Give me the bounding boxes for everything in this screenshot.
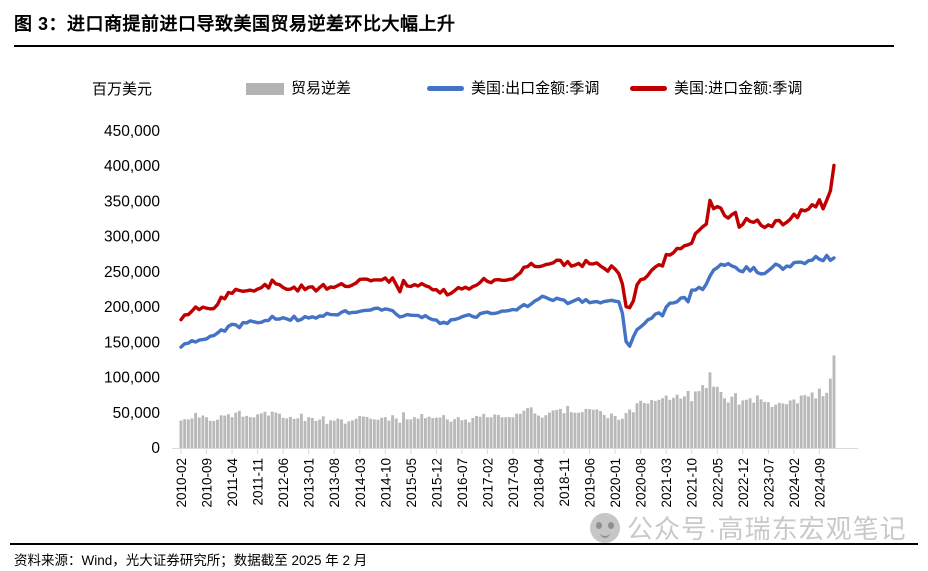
legend-label-deficit: 贸易逆差 [291, 80, 352, 97]
y-tick-label: 250,000 [104, 264, 160, 281]
x-tick-label: 2024-09 [812, 458, 827, 508]
title-divider [14, 45, 894, 47]
y-tick-label: 300,000 [104, 229, 160, 246]
y-tick-label: 50,000 [113, 405, 161, 422]
y-tick-label: 0 [151, 440, 160, 457]
source-note: 资料来源：Wind，光大证券研究所；数据截至 2025 年 2 月 [14, 553, 368, 568]
x-tick-label: 2011-11 [251, 458, 266, 506]
figure-title: 图 3：进口商提前进口导致美国贸易逆差环比大幅上升 [14, 14, 456, 34]
x-tick-label: 2021-10 [685, 458, 700, 508]
import-line [179, 163, 836, 322]
y-tick-label: 350,000 [104, 193, 160, 210]
x-tick-label: 2016-07 [455, 458, 470, 508]
x-tick-label: 2015-05 [404, 458, 419, 508]
x-tick-label: 2014-10 [378, 458, 393, 508]
x-tick-label: 2020-08 [634, 458, 649, 508]
y-tick-label: 450,000 [104, 123, 160, 140]
x-tick-label: 2022-05 [710, 458, 725, 508]
x-tick-label: 2018-11 [557, 458, 572, 507]
x-tick-label: 2018-04 [532, 458, 547, 508]
x-tick-label: 2011-04 [225, 458, 240, 507]
x-tick-label: 2020-01 [608, 458, 623, 508]
x-tick-label: 2024-02 [787, 458, 802, 508]
watermark: 公众号·高瑞东宏观笔记 [590, 509, 907, 546]
y-tick-label: 150,000 [104, 334, 160, 351]
x-tick-label: 2010-02 [174, 458, 189, 508]
source-divider [10, 543, 918, 545]
x-tick-label: 2019-06 [583, 458, 598, 508]
y-tick-label: 400,000 [104, 158, 160, 175]
x-tick-label: 2010-09 [200, 458, 215, 508]
x-tick-label: 2014-03 [353, 458, 368, 508]
deficit-bars [179, 355, 836, 448]
legend-line-swatch-imports [630, 86, 667, 91]
legend-line-swatch-exports [427, 86, 464, 91]
x-tick-label: 2017-09 [506, 458, 521, 508]
y-axis-unit-label: 百万美元 [92, 81, 153, 98]
watermark-face-icon [590, 512, 620, 543]
legend-label-imports: 美国:进口金额:季调 [674, 80, 803, 97]
x-tick-label: 2015-12 [429, 458, 444, 508]
legend-label-exports: 美国:出口金额:季调 [471, 80, 600, 97]
x-tick-label: 2013-08 [327, 458, 342, 508]
x-tick-label: 2017-02 [480, 458, 495, 508]
x-tick-label: 2021-03 [659, 458, 674, 508]
watermark-text: 公众号·高瑞东宏观笔记 [627, 514, 907, 544]
x-tick-label: 2012-06 [276, 458, 291, 508]
x-tick-label: 2022-12 [736, 458, 751, 508]
x-tick-label: 2023-07 [761, 458, 776, 508]
legend-bar-swatch [246, 83, 284, 95]
y-tick-label: 200,000 [104, 299, 160, 316]
x-tick-label: 2013-01 [302, 458, 317, 508]
export-line [179, 253, 836, 349]
y-tick-label: 100,000 [104, 370, 160, 387]
